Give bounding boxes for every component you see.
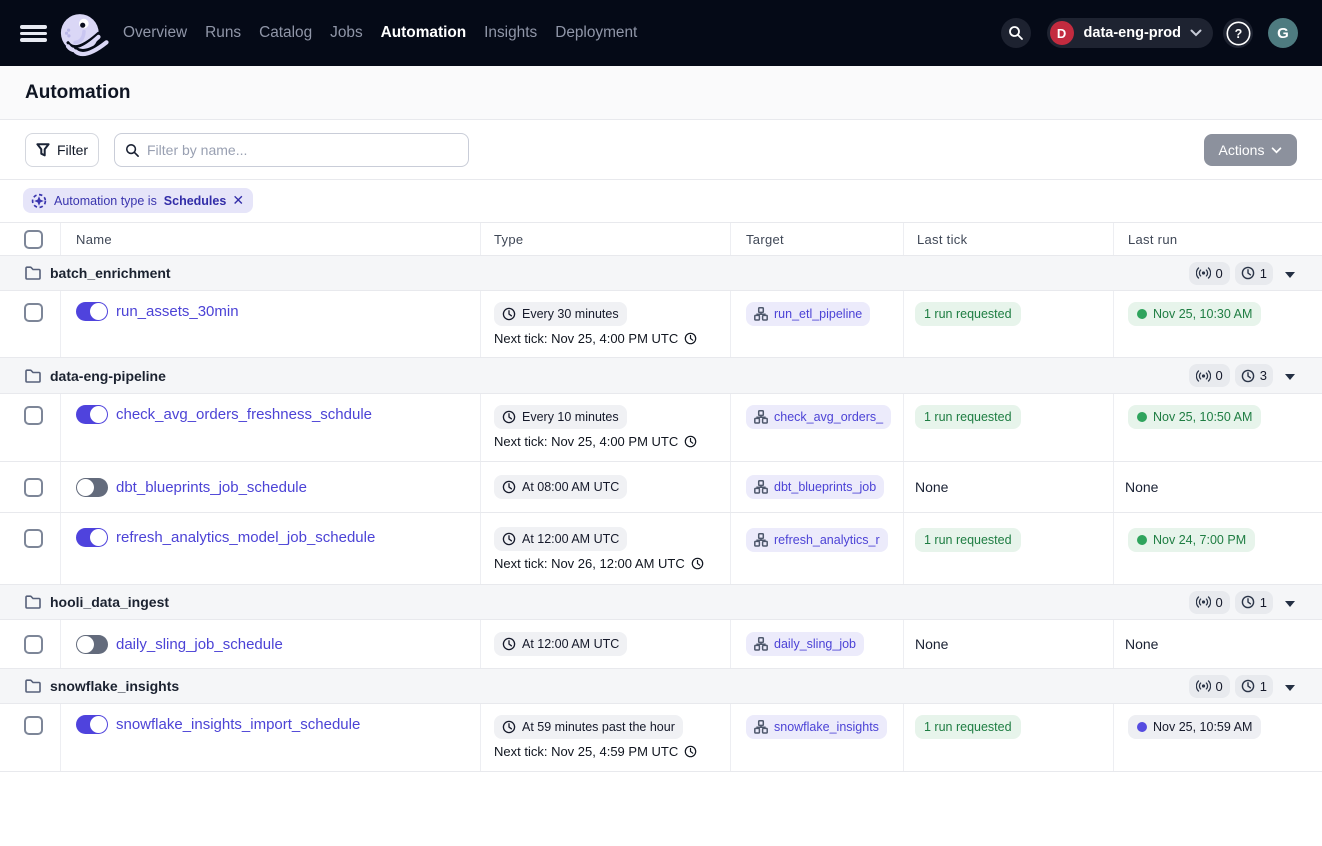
svg-text:?: ? [1234,27,1242,41]
